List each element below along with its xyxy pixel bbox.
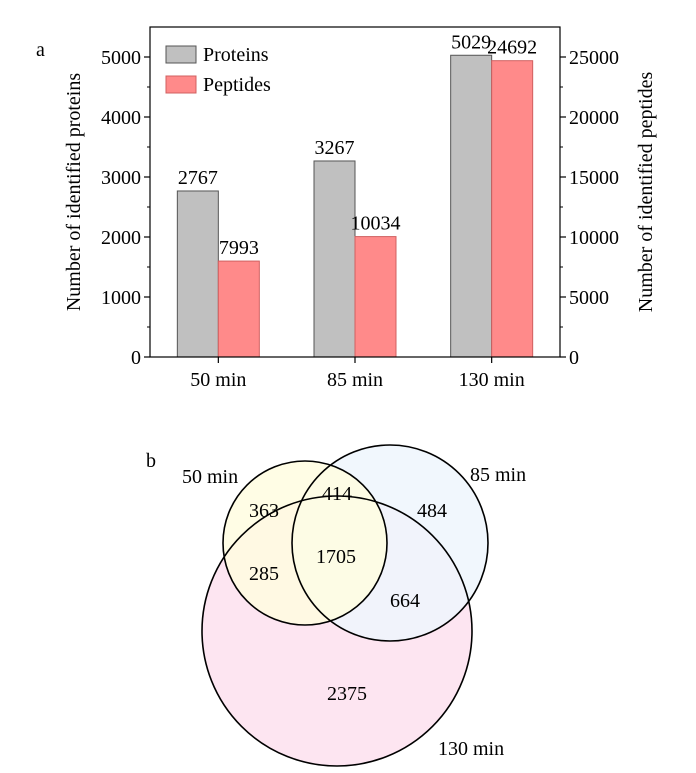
venn-count-only-130: 2375 bbox=[327, 683, 367, 705]
y-tick-label: 2000 bbox=[101, 227, 141, 249]
y-tick-label: 5000 bbox=[101, 47, 141, 69]
axes-group: 0 1000 2000 3000 4000 5000 0 5000 10000 15000 2000… bbox=[63, 26, 657, 391]
legend-label-proteins: Proteins bbox=[203, 44, 269, 66]
venn-circle-85-min bbox=[291, 444, 489, 642]
panel-label-a: a bbox=[36, 39, 45, 61]
data-label-peptides: 24692 bbox=[487, 37, 537, 59]
x-tick-label: 85 min bbox=[327, 369, 383, 391]
y2-tick-label: 5000 bbox=[569, 287, 609, 309]
venn-count-50-130: 285 bbox=[249, 563, 279, 585]
bar-proteins bbox=[313, 160, 356, 358]
y2-tick-label: 25000 bbox=[569, 47, 619, 69]
venn-circle-50-min bbox=[222, 460, 388, 626]
y2-tick-label: 10000 bbox=[569, 227, 619, 249]
x-tick-label: 130 min bbox=[459, 369, 525, 391]
venn-panel: b 50 min 85 min 130 min 363 414 484 285 1705 664… bbox=[146, 444, 526, 767]
venn-count-50-85: 414 bbox=[322, 483, 352, 505]
y2-axis-title: Number of identified peptides bbox=[635, 72, 657, 313]
venn-diagram: 50 min 85 min 130 min 363 414 484 285 1705 664 23… bbox=[182, 444, 526, 767]
venn-count-85-130: 664 bbox=[390, 590, 420, 612]
venn-count-only-85: 484 bbox=[417, 500, 447, 522]
y-tick-label: 4000 bbox=[101, 107, 141, 129]
y-tick-label: 0 bbox=[131, 347, 141, 369]
y2-tick-label: 20000 bbox=[569, 107, 619, 129]
y-axis-title: Number of identified proteins bbox=[63, 73, 85, 311]
data-label-proteins: 2767 bbox=[178, 167, 218, 189]
venn-set-label-50min: 50 min bbox=[182, 466, 238, 488]
y-tick-label: 1000 bbox=[101, 287, 141, 309]
data-label-peptides: 7993 bbox=[219, 237, 259, 259]
y2-tick-label: 0 bbox=[569, 347, 579, 369]
panel-label-b: b bbox=[146, 450, 156, 472]
data-label-peptides: 10034 bbox=[351, 213, 401, 235]
y2-tick-label: 15000 bbox=[569, 167, 619, 189]
bar-peptides bbox=[354, 236, 397, 358]
data-label-proteins: 5029 bbox=[451, 31, 491, 53]
legend-swatch-peptides bbox=[165, 75, 197, 94]
legend: Proteins Peptides bbox=[165, 44, 271, 96]
data-label-proteins: 3267 bbox=[315, 137, 355, 159]
venn-set-label-130min: 130 min bbox=[438, 738, 504, 760]
venn-set-label-85min: 85 min bbox=[470, 464, 526, 486]
venn-count-only-50: 363 bbox=[249, 500, 279, 522]
venn-count-all: 1705 bbox=[316, 546, 356, 568]
bar-peptides bbox=[491, 60, 534, 358]
legend-label-peptides: Peptides bbox=[203, 74, 271, 96]
x-tick-label: 50 min bbox=[190, 369, 246, 391]
venn-circle-fill-50-min bbox=[223, 461, 387, 625]
legend-swatch-proteins bbox=[165, 45, 197, 64]
y-tick-label: 3000 bbox=[101, 167, 141, 189]
venn-circle-130-min bbox=[201, 495, 473, 767]
bar-proteins bbox=[176, 190, 219, 358]
bar-peptides bbox=[217, 260, 260, 358]
bar-proteins bbox=[450, 54, 493, 358]
